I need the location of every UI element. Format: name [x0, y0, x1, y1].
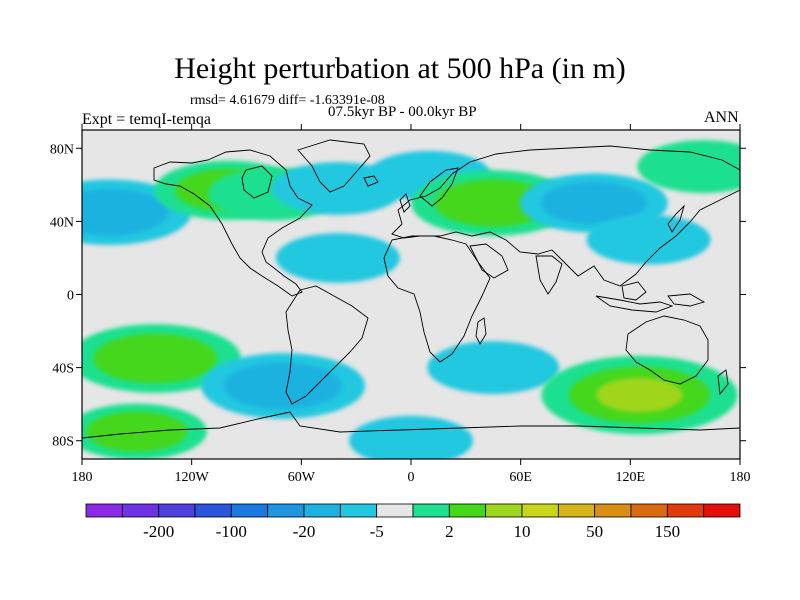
lon-tick-label: 120E	[616, 470, 646, 485]
colorbar-swatch	[230, 503, 269, 518]
colorbar-swatch	[594, 503, 632, 518]
anomaly-contour	[540, 181, 648, 225]
coastline-south-america	[285, 285, 369, 405]
coastline-japan	[667, 204, 685, 233]
coastline-madagascar	[475, 317, 487, 345]
anomaly-contour	[93, 333, 218, 384]
coastline-new-zealand	[717, 369, 729, 396]
anomaly-contour	[596, 377, 683, 413]
colorbar-label: -200	[143, 522, 174, 541]
coastline-greenland	[297, 139, 371, 193]
anomaly-contour	[637, 140, 740, 193]
coastline-hudson-bay	[241, 165, 273, 199]
coastline-antarctica	[82, 411, 740, 439]
colorbar-swatch	[85, 503, 123, 518]
colorbar-swatch	[521, 503, 559, 518]
colorbar-label: 150	[655, 522, 681, 541]
lat-tick-label: 80N	[50, 142, 74, 157]
coastline-british-isles	[399, 193, 411, 213]
colorbar-swatch	[630, 503, 668, 518]
lon-tick-label: 180	[730, 470, 751, 485]
colorbar-label: 10	[514, 522, 531, 541]
period-label: 07.5kyr BP - 00.0kyr BP	[328, 104, 477, 120]
lat-tick-label: 80S	[52, 435, 74, 450]
colorbar-swatch	[666, 503, 705, 518]
colorbar-swatch	[703, 503, 741, 518]
coastline-north-america	[153, 149, 313, 297]
coastline-iceland	[363, 175, 379, 187]
lon-tick-label: 0	[408, 470, 415, 485]
coastline-arabia	[469, 243, 509, 279]
coastline-africa	[383, 235, 491, 363]
anomaly-contour	[349, 415, 473, 459]
anomaly-contour	[275, 233, 400, 283]
lon-tick-label: 120W	[175, 470, 210, 485]
stats-line: rmsd= 4.61679 diff= -1.63391e-08	[190, 93, 385, 108]
coastline-australia	[625, 315, 709, 385]
anomaly-contour	[86, 411, 188, 452]
anomaly-contour	[82, 188, 169, 236]
colorbar-swatch	[412, 503, 450, 518]
anomaly-contour	[586, 214, 711, 265]
anomaly-contour	[434, 179, 553, 227]
colorbar-label: -100	[216, 522, 247, 541]
anomaly-contour	[224, 362, 343, 410]
colorbar-label: -5	[370, 522, 384, 541]
colorbar-swatch	[267, 503, 305, 518]
coastline-new-guinea	[667, 293, 706, 307]
colorbar-label: 50	[586, 522, 603, 541]
coastline-eurasia	[391, 145, 740, 287]
coastline-indonesia	[595, 295, 674, 313]
lon-tick-label: 60E	[509, 470, 532, 485]
colorbar-label: 2	[445, 522, 454, 541]
lat-tick-label: 40N	[50, 215, 74, 230]
colorbar-swatch	[557, 503, 596, 518]
lat-tick-label: 0	[67, 289, 74, 304]
experiment-label: Expt = temqI-temqa	[82, 111, 211, 128]
colorbar-label: -20	[293, 522, 316, 541]
coastline-scandinavia	[419, 167, 459, 207]
colorbar-swatch	[339, 503, 378, 518]
anomaly-contour	[427, 341, 560, 395]
colorbar-swatch	[448, 503, 487, 518]
coastline-borneo	[621, 281, 647, 301]
colorbar-swatch	[158, 503, 196, 518]
colorbar-swatch	[485, 503, 523, 518]
coastline-india	[535, 255, 563, 295]
colorbar-swatch	[194, 503, 232, 518]
lon-tick-label: 180	[72, 470, 93, 485]
colorbar-swatch	[303, 503, 341, 518]
lon-tick-label: 60W	[288, 470, 316, 485]
lat-tick-label: 40S	[52, 362, 74, 377]
colorbar-swatch	[376, 503, 414, 518]
map-title: Height perturbation at 500 hPa (in m)	[174, 52, 626, 85]
season-label: ANN	[704, 109, 739, 126]
colorbar-swatch	[121, 503, 160, 518]
